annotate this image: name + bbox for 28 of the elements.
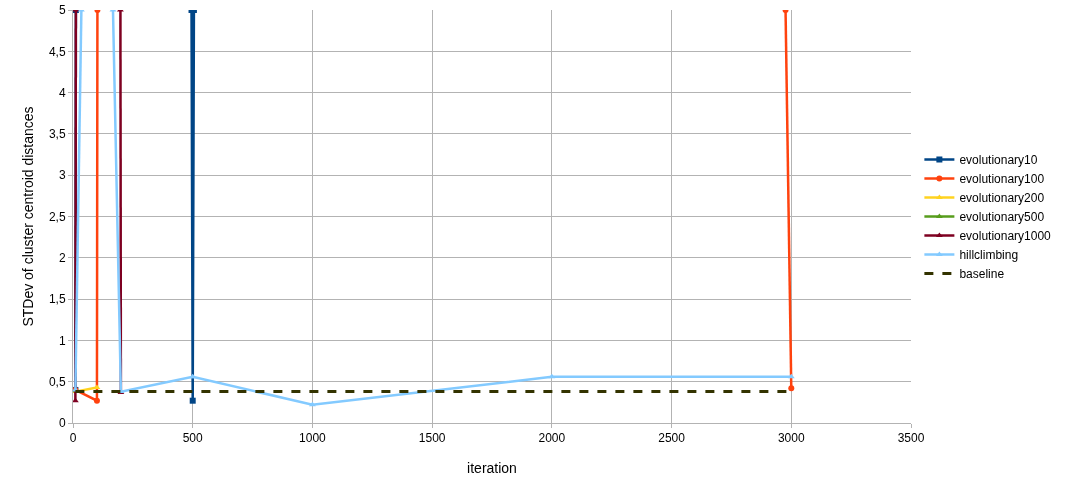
legend-label: evolutionary100	[959, 172, 1045, 187]
legend-label: baseline	[959, 267, 1005, 282]
x-tick-label: 2500	[658, 431, 686, 446]
legend-label: evolutionary1000	[959, 229, 1052, 244]
x-tick-label: 2000	[538, 431, 566, 446]
y-tick-label: 4	[58, 85, 66, 100]
x-tick-label: 3000	[777, 431, 805, 446]
x-tick-label: 500	[182, 431, 204, 446]
x-tick-label: 1000	[299, 431, 327, 446]
legend-label: hillclimbing	[959, 248, 1019, 263]
y-tick-label: 1,5	[48, 292, 66, 307]
legend-label: evolutionary10	[959, 153, 1038, 168]
y-tick-label: 4,5	[48, 44, 66, 59]
y-tick-label: 3,5	[48, 127, 66, 142]
x-tick-label: 0	[69, 431, 77, 446]
y-tick-label: 0,5	[48, 374, 66, 389]
x-axis-title: iteration	[467, 459, 517, 476]
y-tick-label: 3	[58, 168, 66, 183]
legend-label: evolutionary500	[959, 210, 1045, 225]
x-tick-label: 3500	[897, 431, 925, 446]
y-tick-label: 2	[58, 251, 66, 265]
y-tick-label: 1	[58, 333, 66, 348]
x-tick-label: 1500	[418, 431, 446, 446]
y-tick-label: 0	[58, 416, 66, 431]
y-tick-label: 2,5	[48, 209, 66, 224]
y-tick-label: 5	[58, 3, 66, 18]
y-axis-title: STDev of cluster centroid distances	[19, 106, 36, 327]
legend-label: evolutionary200	[959, 191, 1045, 206]
